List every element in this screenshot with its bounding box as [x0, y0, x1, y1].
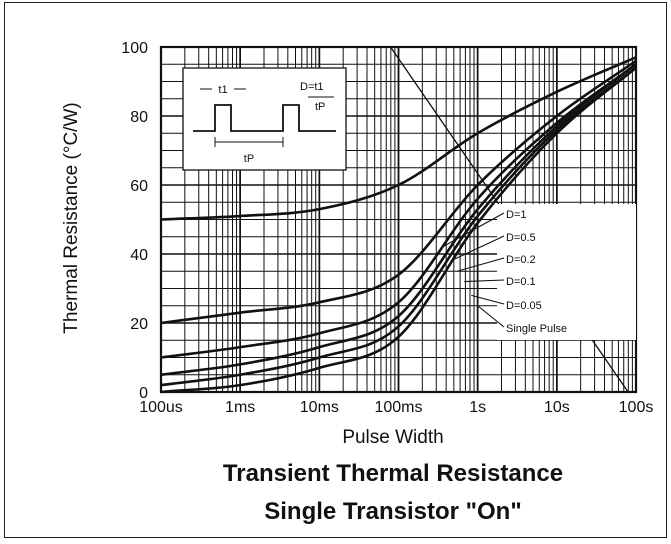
y-tick-labels: 0 20 40 60 80 100 — [121, 40, 148, 402]
legend: D=1 D=0.5 D=0.2 D=0.1 D=0.05 Single Pulse — [441, 204, 636, 340]
legend-label: D=0.2 — [506, 254, 536, 266]
y-tick-label: 80 — [130, 109, 148, 126]
pulse-inset: t1 D=t1 tP tP — [182, 67, 347, 171]
x-tick-label: 10s — [544, 399, 570, 416]
legend-label: D=1 — [506, 209, 527, 221]
y-tick-label: 0 — [139, 385, 148, 402]
x-axis-label: Pulse Width — [342, 427, 443, 448]
inset-label-tp-ratio: tP — [315, 101, 325, 113]
series-line-d-0-5 — [160, 59, 637, 325]
x-tick-label: 100s — [619, 399, 654, 416]
series-line-d-0-05 — [160, 66, 637, 387]
legend-leader — [441, 212, 505, 248]
y-axis-label: Thermal Resistance (°C/W) — [61, 102, 82, 333]
x-tick-label: 100ms — [374, 399, 422, 416]
x-tick-labels: 100us 1ms 10ms 100ms 1s 10s 100s — [139, 399, 653, 416]
x-tick-label: 100us — [139, 399, 183, 416]
legend-leader — [450, 235, 505, 262]
series-line-d-0-2 — [160, 63, 637, 359]
series-group — [160, 56, 637, 394]
legend-leader — [464, 279, 505, 283]
legend-leader — [477, 305, 505, 328]
chart-subtitle: Single Transistor "On" — [264, 498, 521, 525]
inset-label-t1: t1 — [218, 84, 227, 96]
y-tick-label: 20 — [130, 316, 148, 333]
series-line-d-1 — [160, 56, 637, 221]
y-tick-label: 40 — [130, 247, 148, 264]
legend-label: D=0.5 — [506, 232, 536, 244]
chart-title: Transient Thermal Resistance — [223, 460, 563, 487]
inset-label-tp: tP — [244, 153, 254, 165]
pulse-waveform — [193, 104, 336, 132]
legend-box — [497, 204, 636, 340]
inset-box — [182, 67, 347, 171]
legend-label: Single Pulse — [506, 323, 567, 335]
inset-label-duty: D=t1 — [300, 81, 324, 93]
x-tick-label: 1ms — [225, 399, 255, 416]
x-tick-label: 10ms — [300, 399, 339, 416]
series-line-single-pulse — [160, 66, 637, 394]
x-tick-label: 1s — [469, 399, 486, 416]
series-line-d-0-1 — [160, 63, 637, 377]
y-tick-label: 60 — [130, 178, 148, 195]
legend-leader — [471, 294, 505, 305]
legend-label: D=0.05 — [506, 300, 542, 312]
y-tick-label: 100 — [121, 40, 148, 57]
legend-label: D=0.1 — [506, 276, 536, 288]
legend-leader — [456, 257, 505, 272]
